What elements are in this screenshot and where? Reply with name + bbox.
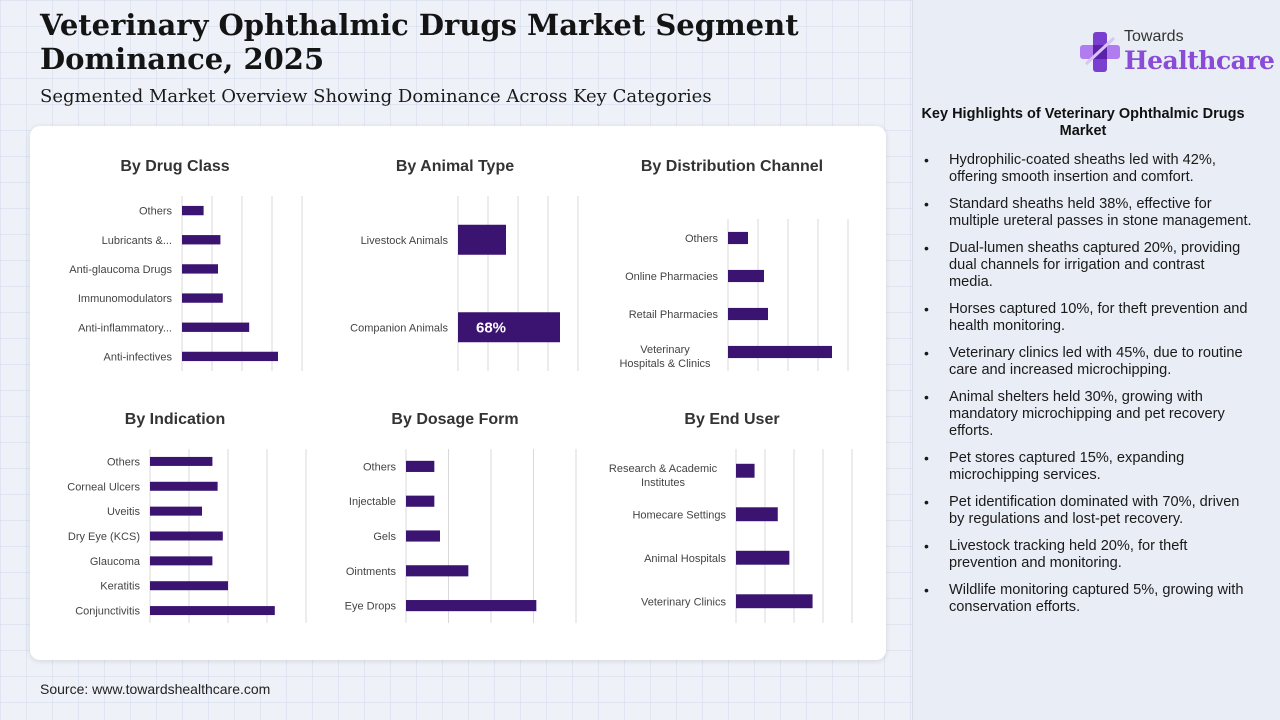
bar-homecare-settings — [736, 507, 778, 522]
bar-uveitis — [150, 506, 202, 516]
tick-label: Veterinary Clinics — [641, 596, 726, 608]
bar-chart-svg: Others Corneal Ulcers Uveitis Dry Eye (KCS)… — [67, 449, 307, 623]
bar-immunomodulators — [182, 293, 223, 303]
charts-card: By Drug Class Others Lubricants &... Anti-g… — [30, 126, 886, 660]
tick-label: Immunomodulators — [78, 293, 173, 305]
bar-corneal-ulcers — [150, 481, 218, 491]
chart-title: By Distribution Channel — [640, 158, 824, 175]
highlight-item: Animal shelters held 30%, growing with m… — [922, 389, 1252, 440]
tick-label: Others — [685, 233, 719, 245]
chart-title: By Indication — [124, 411, 226, 428]
highlight-item: Hydrophilic-coated sheaths led with 42%,… — [922, 152, 1252, 186]
tick-label: Ointments — [346, 566, 397, 578]
bar-ointments — [406, 565, 469, 577]
bar-others — [728, 231, 748, 245]
bar-gels — [406, 530, 440, 542]
bar-glaucoma — [150, 556, 213, 566]
chart-panel-dosage-form: By Dosage Form Others Injectable Gels Ointme… — [320, 409, 590, 633]
tick-label: Others — [139, 206, 173, 218]
bar-injectable — [406, 495, 435, 507]
tick-label: Others — [363, 461, 397, 473]
tick-label: Companion Animals — [350, 322, 448, 334]
chart-title: By Dosage Form — [391, 411, 519, 428]
bar-veterinary-clinics — [736, 594, 813, 609]
bar-dry-eye-kcs — [150, 531, 223, 541]
bar-chart-svg: Research & Academic Institutes Homecare Se… — [609, 449, 853, 623]
highlights-list: Hydrophilic-coated sheaths led with 42%,… — [922, 152, 1252, 626]
tick-label: Corneal Ulcers — [67, 481, 140, 493]
tick-label: Conjunctivitis — [75, 606, 140, 618]
tick-label: Injectable — [349, 496, 396, 508]
bar-research-academic-institutes — [736, 463, 755, 478]
highlight-item: Dual-lumen sheaths captured 20%, providi… — [922, 240, 1252, 291]
chart-title: By Animal Type — [395, 158, 515, 175]
page-title: Veterinary Ophthalmic Drugs Market Segme… — [40, 8, 799, 76]
tick-label: Retail Pharmacies — [629, 309, 719, 321]
chart-title: By End User — [684, 411, 780, 428]
tick-label: Keratitis — [100, 581, 140, 593]
cross-logo-icon — [1080, 32, 1120, 72]
tick-label: Others — [107, 456, 141, 468]
tick-label: Glaucoma — [90, 556, 141, 568]
bar-anti-infectives — [182, 351, 278, 362]
page-subtitle: Segmented Market Overview Showing Domina… — [40, 86, 712, 107]
bar-others — [406, 460, 435, 472]
bar-others — [182, 205, 204, 216]
highlight-item: Veterinary clinics led with 45%, due to … — [922, 345, 1252, 379]
chart-panel-distribution-channel: By Distribution Channel Others Online Phar… — [590, 156, 874, 381]
bar-conjunctivitis — [150, 606, 275, 616]
source-text: Source: www.towardshealthcare.com — [40, 681, 271, 697]
highlight-item: Pet identification dominated with 70%, d… — [922, 494, 1252, 528]
tick-label: Anti-inflammatory... — [78, 322, 172, 334]
tick-label: Anti-glaucoma Drugs — [69, 264, 172, 276]
bar-livestock-animals — [458, 224, 506, 255]
highlight-item: Pet stores captured 15%, expanding micro… — [922, 450, 1252, 484]
tick-label: Homecare Settings — [632, 509, 726, 521]
bar-chart-svg: Livestock Animals Companion Animals 68% — [350, 196, 579, 371]
tick-label: Lubricants &... — [102, 235, 172, 247]
tick-label: Research & Academic Institutes — [609, 463, 718, 489]
bar-chart-svg: Others Lubricants &... Anti-glaucoma Drugs… — [69, 196, 303, 371]
tick-label: Dry Eye (KCS) — [68, 531, 140, 543]
bar-online-pharmacies — [728, 269, 764, 283]
bar-companion-animals — [458, 312, 560, 343]
bar-chart-svg: Others Online Pharmacies Retail Pharmacies… — [619, 219, 849, 371]
bar-anti-glaucoma-drugs — [182, 264, 218, 274]
tick-label: Gels — [373, 531, 396, 543]
logo-main-text: Healthcare — [1124, 46, 1275, 75]
chart-panel-end-user: By End User Research & Academic Institutes… — [590, 409, 874, 633]
bar-lubricants — [182, 235, 221, 245]
tick-label: Veterinary Hospitals & Clinics — [619, 344, 711, 370]
highlight-item: Standard sheaths held 38%, effective for… — [922, 196, 1252, 230]
chart-panel-drug-class: By Drug Class Others Lubricants &... Anti-g… — [30, 156, 320, 381]
bar-chart-svg: Others Injectable Gels Ointments Eye Drops — [345, 449, 577, 623]
highlight-item: Wildlife monitoring captured 5%, growing… — [922, 582, 1252, 616]
chart-panel-indication: By Indication Others Corneal Ulcers Uveitis… — [30, 409, 320, 633]
tick-label: Eye Drops — [345, 601, 397, 613]
tick-label: Animal Hospitals — [644, 553, 726, 565]
bar-animal-hospitals — [736, 550, 790, 565]
highlights-title: Key Highlights of Veterinary Ophthalmic … — [921, 106, 1245, 139]
tick-label: Anti-infectives — [104, 351, 173, 363]
chart-panel-animal-type: By Animal Type Livestock Animals Companion… — [320, 156, 590, 381]
bar-veterinary-hospitals-clinics — [728, 345, 832, 359]
tick-label: Uveitis — [107, 506, 141, 518]
highlight-item: Livestock tracking held 20%, for theft p… — [922, 538, 1252, 572]
bar-keratitis — [150, 581, 228, 591]
highlight-item: Horses captured 10%, for theft preventio… — [922, 301, 1252, 335]
bar-retail-pharmacies — [728, 307, 768, 321]
bar-eye-drops — [406, 600, 537, 612]
tick-label: Livestock Animals — [361, 235, 449, 247]
tick-label: Online Pharmacies — [625, 271, 718, 283]
bar-anti-inflammatory — [182, 322, 250, 332]
data-label: 68% — [476, 319, 506, 336]
chart-title: By Drug Class — [120, 158, 230, 175]
brand-logo: Towards Healthcare — [1080, 26, 1275, 78]
bar-others — [150, 456, 213, 466]
logo-top-text: Towards — [1124, 28, 1184, 45]
